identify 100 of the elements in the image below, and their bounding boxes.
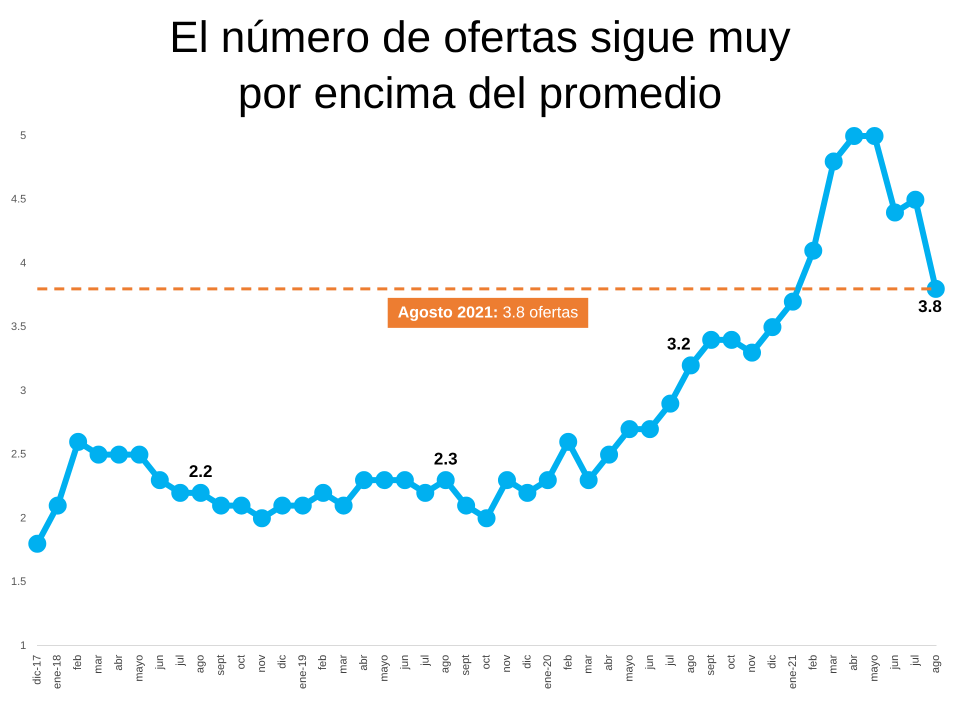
x-tick-label: mayo [378,654,390,682]
x-tick-label: oct [480,654,493,670]
x-tick-label: sept [705,654,718,676]
point [314,484,332,502]
x-tick-label: jun [644,654,656,670]
point [824,152,843,170]
y-tick-label: 4.5 [10,194,26,206]
x-tick-label: ago [194,654,207,674]
x-tick-label: jun [398,654,411,670]
x-tick-label: nov [746,654,758,672]
point [396,471,414,490]
x-tick-label: mar [582,654,595,674]
y-tick-label: 5 [20,130,26,142]
point [640,420,659,438]
point [763,318,782,336]
point [866,127,884,145]
point [926,280,945,298]
point [886,203,904,222]
y-tick-label: 4 [20,257,26,270]
point [171,484,190,502]
x-tick-label: jul [174,654,186,667]
x-tick-label: mar [828,654,840,674]
point [478,509,496,528]
y-tick-label: 1 [20,640,26,652]
point [28,534,46,553]
point [273,496,292,515]
x-tick-label: abr [358,654,370,671]
point [538,471,557,490]
point [416,484,434,502]
x-tick-label: ene-21 [786,654,799,690]
x-tick-label: dic [521,654,534,669]
x-tick-label: jul [419,654,432,667]
x-tick-label: jun [888,654,901,670]
x-tick-label: mayo [624,654,636,682]
point [600,446,618,464]
point [48,496,67,515]
data-label: 3.8 [918,297,942,316]
x-tick-label: nov [256,654,268,672]
x-tick-label: ago [440,654,452,674]
point [90,446,108,464]
x-tick-label: mar [92,654,105,674]
point [682,356,700,374]
data-label: 2.3 [434,449,458,468]
point [69,432,88,451]
x-tick-label: feb [562,654,574,670]
x-tick-label: jul [909,654,922,667]
x-tick-label: ene-20 [542,654,554,690]
x-tick-label: mayo [133,654,146,682]
x-tick-label: nov [501,654,513,672]
x-tick-label: jun [154,654,166,670]
point [661,394,680,413]
x-tick-label: mar [338,654,350,674]
point [906,190,924,209]
point [130,446,148,464]
x-tick-label: ago [930,654,942,674]
x-tick-label: oct [236,654,248,670]
point [192,484,210,502]
point [110,446,128,464]
x-tick-label: feb [72,654,84,670]
point [436,471,455,490]
x-tick-label: oct [726,654,738,670]
x-tick-label: feb [317,654,330,670]
x-tick-label: jul [664,654,676,667]
x-tick-label: ago [684,654,697,674]
ref-line-label: Agosto 2021: 3.8 ofertas [398,304,578,322]
point [498,471,516,490]
point [518,484,536,502]
point [232,496,250,515]
point [743,344,762,362]
point [620,420,638,438]
x-tick-label: abr [603,654,616,671]
x-tick-label: dic [766,654,778,669]
y-tick-label: 3.5 [10,321,26,334]
y-tick-label: 2 [20,512,26,524]
point [580,471,598,490]
point [355,471,374,490]
x-tick-label: abr [113,654,126,671]
x-tick-label: sept [215,654,228,676]
point [722,330,741,349]
x-tick-label: mayo [868,654,881,682]
x-tick-label: ene-19 [296,654,309,690]
chart-title: El número de ofertas sigue muy por encima del promedio [168,12,792,120]
point [212,496,230,515]
point [845,127,864,145]
data-label: 2.2 [188,462,212,482]
point [457,496,476,515]
x-tick-label: dic [276,654,288,669]
x-tick-label: dic-17 [31,654,44,685]
point [804,242,822,260]
point [784,292,802,311]
x-tick-label: feb [807,654,820,670]
point [375,471,394,490]
x-tick-label: sept [460,654,472,676]
y-tick-label: 3 [20,384,26,397]
y-tick-label: 2.5 [10,448,26,461]
x-tick-label: ene-18 [52,654,64,690]
point [702,330,720,349]
x-tick-label: abr [848,654,860,671]
y-tick-label: 1.5 [10,576,26,588]
point [150,471,169,490]
